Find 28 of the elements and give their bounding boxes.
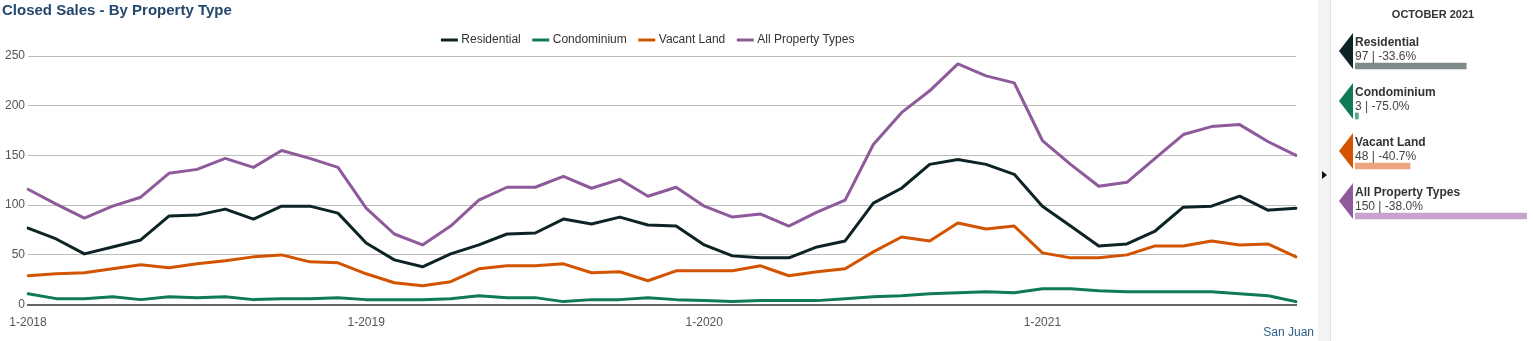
- y-tick-label: 0: [18, 296, 26, 311]
- y-tick-label: 250: [4, 48, 26, 63]
- x-tick-label: 1-2020: [685, 315, 724, 330]
- legend-label: Vacant Land: [658, 32, 726, 47]
- legend-label: Condominium: [552, 32, 627, 47]
- y-tick-label: Vacant Land: [1355, 135, 1426, 149]
- data-label: 48 | -40.7%: [1355, 149, 1417, 163]
- y-tick-label: All Property Types: [1355, 185, 1461, 199]
- chart-title: OCTOBER 2021: [1391, 8, 1475, 21]
- bar: [1355, 62, 1467, 70]
- data-label: 150 | -38.0%: [1355, 199, 1424, 213]
- text: San Juan: [1263, 325, 1314, 340]
- x-tick-label: 1-2018: [9, 315, 48, 330]
- bar: [1355, 112, 1359, 120]
- data-label: 97 | -33.6%: [1355, 49, 1417, 63]
- y-tick-label: Residential: [1355, 35, 1420, 49]
- x-tick-label: 1-2021: [1023, 315, 1062, 330]
- y-tick-label: 200: [4, 98, 26, 113]
- chart-title: Closed Sales - By Property Type: [2, 1, 232, 19]
- y-tick-label: 50: [11, 247, 26, 262]
- y-tick-label: Condominium: [1355, 85, 1436, 99]
- legend-label: Residential: [461, 32, 521, 47]
- data-label: 3 | -75.0%: [1355, 99, 1410, 113]
- y-tick-label: 150: [4, 147, 26, 162]
- bar: [1355, 212, 1527, 220]
- y-tick-label: 100: [4, 197, 26, 212]
- x-tick-label: 1-2019: [347, 315, 386, 330]
- legend-label: All Property Types: [757, 32, 855, 47]
